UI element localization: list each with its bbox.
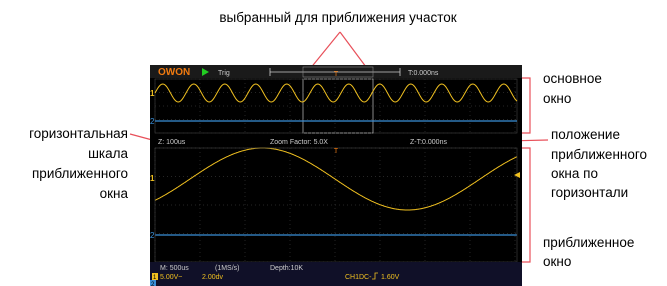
ch1-marker: 1: [150, 174, 155, 183]
callout: основное: [543, 71, 602, 86]
callout: окна по: [551, 166, 598, 181]
zoom-offset: Z-T:0.000ns: [410, 139, 447, 146]
trigger-marker: T: [334, 148, 339, 155]
callout: приближенного: [32, 166, 128, 181]
main-scale: M: 500us: [160, 265, 189, 272]
callout: приближенное: [543, 235, 634, 250]
logo: OWON: [158, 67, 190, 78]
callout: окна: [100, 186, 129, 201]
ch2-scale: 2.00dv: [202, 274, 224, 281]
trigger-level: 1.60V: [381, 274, 400, 281]
oscilloscope-screen: OWON Trig T T:0.000ns Z: 100us Zoom Fact…: [150, 65, 522, 286]
callout: окно: [543, 254, 571, 269]
callout: приближенного: [551, 147, 647, 162]
ch1-marker: 1: [150, 89, 155, 98]
zoom-scale: Z: 100us: [158, 139, 186, 146]
zoom-factor: Zoom Factor: 5.0X: [270, 139, 328, 146]
callout: положение: [551, 127, 620, 142]
callout: горизонтали: [551, 185, 628, 200]
ch2-marker: 2: [150, 231, 155, 240]
callout: горизонтальная: [29, 126, 128, 141]
ch1-scale: 5.00V~: [160, 274, 182, 281]
trigger-state: Trig: [218, 70, 230, 77]
figure: выбранный для приближения участок основн…: [0, 0, 667, 286]
ch2-marker: 2: [150, 117, 155, 126]
callout: выбранный для приближения участок: [219, 10, 456, 25]
trigger-marker: T: [334, 71, 339, 78]
time-offset: T:0.000ns: [408, 70, 439, 77]
depth: Depth:10K: [270, 265, 303, 272]
callout: шкала: [88, 146, 128, 161]
screen-bg: [150, 65, 522, 286]
trigger-source: CH1DC-: [345, 274, 372, 281]
sample-rate: (1MS/s): [215, 265, 240, 272]
callout: окно: [543, 91, 571, 106]
